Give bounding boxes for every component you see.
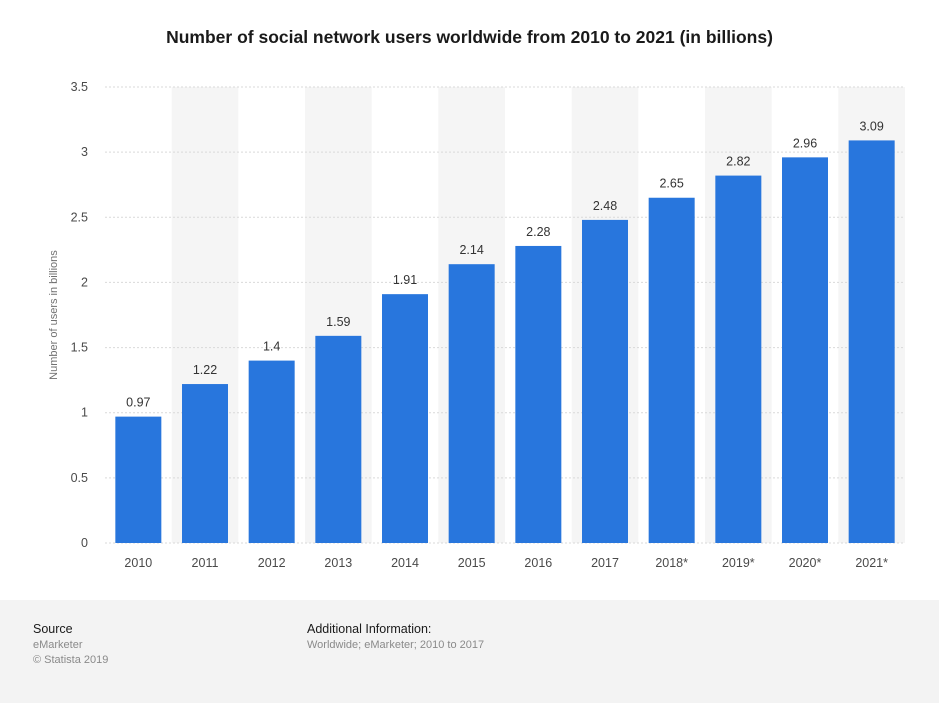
bar [182, 384, 228, 543]
x-tick-label: 2018* [655, 556, 688, 570]
data-label: 1.59 [326, 315, 350, 329]
x-tick-label: 2020* [789, 556, 822, 570]
x-tick-label: 2021* [855, 556, 888, 570]
additional-info-text: Worldwide; eMarketer; 2010 to 2017 [307, 639, 485, 651]
x-tick-label: 2012 [258, 556, 286, 570]
data-label: 1.91 [393, 273, 417, 287]
source-copyright: © Statista 2019 [33, 654, 109, 666]
y-tick-label: 2.5 [71, 210, 88, 224]
bar [115, 416, 162, 543]
bar [448, 264, 495, 543]
x-tick-label: 2016 [524, 556, 552, 570]
x-tick-label: 2013 [324, 556, 352, 570]
bar [582, 219, 628, 544]
bar-chart: 0 0.5 1 1.5 2 2.5 3 3.5 0.97 2010 1.22 2011 1.4 2012 1… [48, 80, 905, 570]
data-label: 3.09 [859, 119, 883, 133]
data-label: 2.14 [459, 243, 483, 257]
bar [648, 197, 695, 543]
y-axis-title: Number of users in billions [48, 250, 60, 380]
y-tick-label: 3.5 [71, 80, 88, 94]
y-tick-label: 3 [81, 145, 88, 159]
bar [515, 245, 562, 543]
data-label: 1.22 [193, 363, 217, 377]
x-tick-label: 2015 [458, 556, 486, 570]
data-label: 1.4 [263, 340, 280, 354]
bar [315, 335, 362, 543]
data-label: 2.48 [593, 199, 617, 213]
source-title: Source [33, 622, 73, 636]
data-label: 2.28 [526, 225, 550, 239]
bar [382, 294, 428, 543]
x-tick-label: 2011 [192, 556, 219, 570]
bar [782, 157, 828, 543]
data-label: 2.82 [726, 155, 750, 169]
data-label: 0.97 [126, 396, 150, 410]
additional-info-title: Additional Information: [307, 622, 432, 636]
bar [248, 360, 295, 543]
y-tick-label: 1.5 [71, 341, 88, 355]
data-label: 2.96 [793, 136, 817, 150]
data-label: 2.65 [659, 177, 683, 191]
x-tick-label: 2014 [391, 556, 419, 570]
chart-title: Number of social network users worldwide… [166, 27, 773, 47]
bar [715, 175, 762, 543]
bar [848, 140, 895, 543]
source-name: eMarketer [33, 639, 83, 651]
x-tick-label: 2010 [124, 556, 152, 570]
x-tick-label: 2017 [591, 556, 619, 570]
y-tick-label: 0.5 [71, 471, 88, 485]
y-tick-label: 1 [81, 406, 88, 420]
y-tick-label: 2 [81, 275, 88, 289]
x-tick-label: 2019* [722, 556, 755, 570]
y-tick-label: 0 [81, 536, 88, 550]
